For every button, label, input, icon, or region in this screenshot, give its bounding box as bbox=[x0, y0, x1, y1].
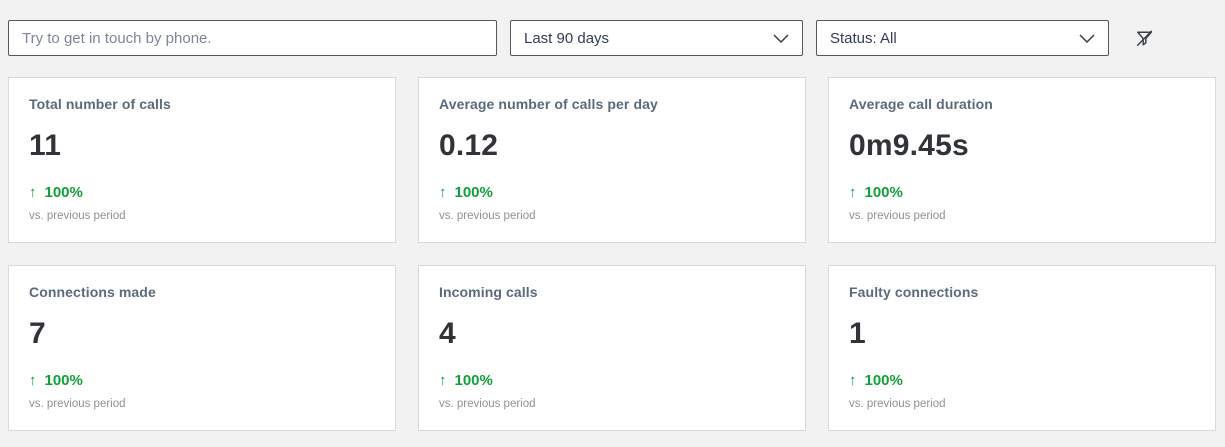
up-arrow-icon: ↑ bbox=[849, 184, 857, 201]
stat-card-incoming-calls: Incoming calls 4 ↑ 100% vs. previous per… bbox=[418, 265, 806, 431]
date-range-select-value: Last 90 days bbox=[524, 29, 610, 47]
card-value: 1 bbox=[849, 317, 866, 350]
up-arrow-icon: ↑ bbox=[29, 372, 37, 389]
stat-card-faulty-connections: Faulty connections 1 ↑ 100% vs. previous… bbox=[828, 265, 1216, 431]
kpi-cards-grid: Total number of calls 11 ↑ 100% vs. prev… bbox=[0, 56, 1225, 431]
card-change-percent: 100% bbox=[44, 184, 83, 201]
card-title: Average number of calls per day bbox=[439, 96, 658, 112]
card-comparison: vs. previous period bbox=[439, 210, 536, 222]
card-comparison: vs. previous period bbox=[849, 398, 946, 410]
card-title: Incoming calls bbox=[439, 284, 538, 300]
card-change-percent: 100% bbox=[454, 372, 493, 389]
card-change-percent: 100% bbox=[864, 184, 903, 201]
chevron-down-icon bbox=[773, 33, 789, 43]
card-change-percent: 100% bbox=[454, 184, 493, 201]
card-title: Average call duration bbox=[849, 96, 993, 112]
stat-card-total-calls: Total number of calls 11 ↑ 100% vs. prev… bbox=[8, 77, 396, 243]
up-arrow-icon: ↑ bbox=[29, 184, 37, 201]
card-change-percent: 100% bbox=[44, 372, 83, 389]
card-value: 11 bbox=[29, 129, 62, 162]
chevron-down-icon bbox=[1079, 33, 1095, 43]
card-value: 0.12 bbox=[439, 129, 499, 162]
up-arrow-icon: ↑ bbox=[439, 184, 447, 201]
stat-card-avg-call-duration: Average call duration 0m9.45s ↑ 100% vs.… bbox=[828, 77, 1216, 243]
up-arrow-icon: ↑ bbox=[439, 372, 447, 389]
card-change: ↑ 100% bbox=[849, 184, 1195, 201]
card-value: 0m9.45s bbox=[849, 129, 969, 162]
card-comparison: vs. previous period bbox=[849, 210, 946, 222]
card-change: ↑ 100% bbox=[29, 372, 375, 389]
filter-bar: Last 90 days Status: All bbox=[0, 0, 1225, 56]
clear-filters-button[interactable] bbox=[1128, 22, 1160, 54]
card-value: 4 bbox=[439, 317, 456, 350]
card-title: Total number of calls bbox=[29, 96, 171, 112]
card-change: ↑ 100% bbox=[439, 184, 785, 201]
stat-card-avg-calls-per-day: Average number of calls per day 0.12 ↑ 1… bbox=[418, 77, 806, 243]
card-change-percent: 100% bbox=[864, 372, 903, 389]
card-comparison: vs. previous period bbox=[29, 210, 126, 222]
card-title: Faulty connections bbox=[849, 284, 979, 300]
status-select-value: Status: All bbox=[830, 29, 897, 47]
card-comparison: vs. previous period bbox=[439, 398, 536, 410]
stat-card-connections-made: Connections made 7 ↑ 100% vs. previous p… bbox=[8, 265, 396, 431]
card-value: 7 bbox=[29, 317, 46, 350]
card-change: ↑ 100% bbox=[439, 372, 785, 389]
up-arrow-icon: ↑ bbox=[849, 372, 857, 389]
card-change: ↑ 100% bbox=[849, 372, 1195, 389]
card-change: ↑ 100% bbox=[29, 184, 375, 201]
filter-off-icon bbox=[1136, 29, 1152, 46]
card-title: Connections made bbox=[29, 284, 156, 300]
search-input[interactable] bbox=[8, 20, 497, 56]
card-comparison: vs. previous period bbox=[29, 398, 126, 410]
date-range-select[interactable]: Last 90 days bbox=[510, 20, 803, 56]
status-select[interactable]: Status: All bbox=[816, 20, 1109, 56]
